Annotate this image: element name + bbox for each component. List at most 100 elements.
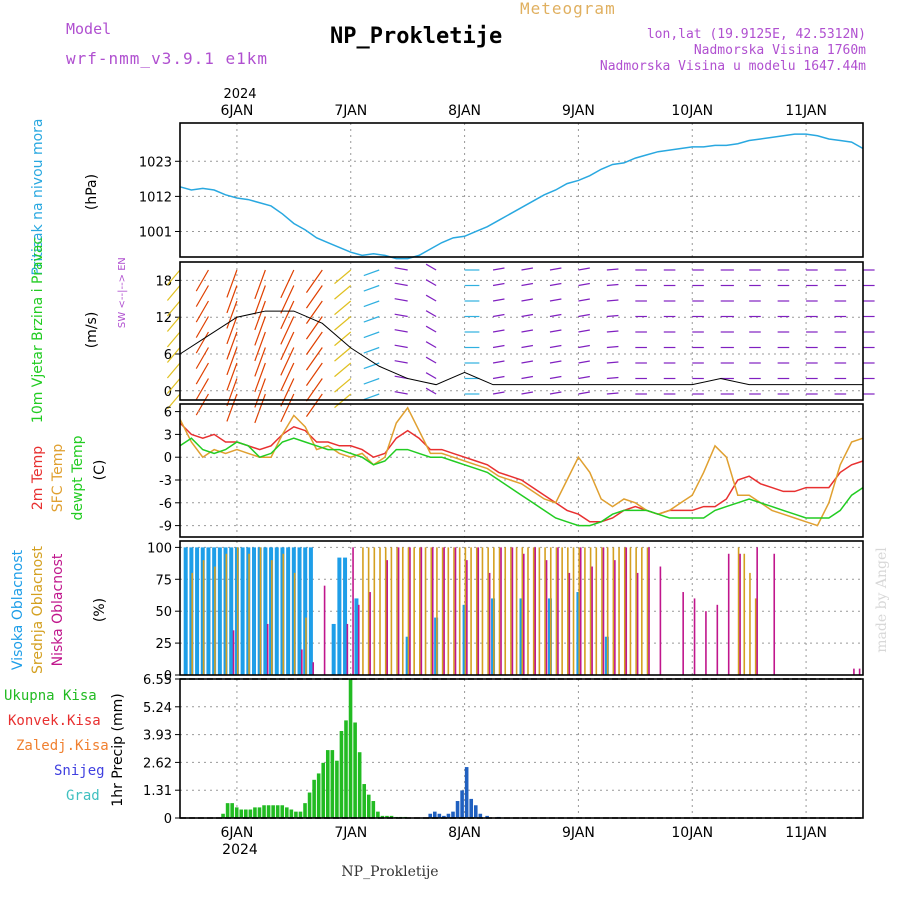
top-tick-label: 10JAN (671, 103, 713, 119)
y-tick-label: 2.62 (143, 756, 172, 771)
y-tick-label: 75 (155, 573, 172, 588)
cloud-bar-low (477, 547, 480, 675)
wind-arrow (363, 393, 380, 401)
y-tick-label: 1012 (139, 190, 172, 205)
cloud-bar-high (308, 547, 313, 675)
cloud-bar-mid (487, 547, 489, 675)
wind-arrow (226, 362, 238, 391)
cloud-bar-low (409, 547, 411, 675)
wind-arrow (254, 285, 266, 315)
cloud-bar-mid (504, 547, 507, 675)
wind-arrow (195, 300, 209, 323)
wind-arrow (334, 269, 352, 285)
precip-bar-total (225, 803, 230, 818)
y-tick-label: 25 (155, 637, 172, 652)
wind-arrow (521, 298, 534, 302)
cloud-bar-low (579, 547, 582, 675)
precip-bar-snow (469, 798, 474, 818)
top-tick-label: 9JAN (562, 103, 595, 119)
wind-arrow (254, 393, 266, 424)
wind-arrow (195, 285, 209, 307)
precip-bar-total (244, 809, 248, 818)
precip-bar-total (230, 803, 234, 818)
precip-bar-snow (464, 767, 469, 818)
wind-arrow (305, 393, 323, 417)
wind-arrow (606, 345, 619, 349)
wind-arrow (578, 391, 590, 395)
wind-arrow (226, 285, 238, 314)
y-tick-label: 50 (155, 605, 172, 620)
temp-line-t2m (179, 422, 864, 523)
cloud-bar-mid (390, 547, 393, 675)
wind-arrow (226, 269, 238, 298)
wind-arrow (578, 344, 590, 349)
cloud-bar-low (636, 572, 639, 675)
wind-arrow (226, 378, 238, 407)
wind-arrow (166, 331, 181, 348)
cloud-bar-mid (493, 547, 495, 675)
cloud-bar-low (739, 553, 741, 675)
wind-arrow (280, 285, 295, 314)
temp-ylabel-sfc: SFC Temp (50, 444, 66, 513)
precip-bar-snow (437, 813, 442, 818)
precip-bar-total (385, 815, 389, 818)
wind-arrow (305, 347, 323, 371)
y-tick-label: 18 (155, 274, 172, 289)
temp-line-sfc (179, 406, 864, 527)
y-tick-label: 100 (147, 541, 172, 556)
cloud-bar-high (251, 547, 256, 675)
cloud-bar-mid (282, 553, 285, 675)
y-tick-label: 1001 (139, 225, 172, 240)
cloud-bar-low (301, 649, 303, 675)
wind-arrow (394, 267, 408, 271)
wind-arrow (492, 344, 505, 349)
precip-bar-total (389, 815, 394, 818)
cloud-bar-low (232, 630, 235, 675)
panel-frame (179, 678, 864, 819)
precip-bar-total (330, 750, 335, 818)
cloud-bar-low (397, 547, 400, 675)
wind-arrow (492, 298, 505, 302)
wind-arrow (334, 300, 352, 316)
cloud-bar-low (716, 604, 719, 675)
wind-arrow (280, 300, 295, 330)
cloud-bar-low (773, 553, 776, 675)
y-tick-label: 6 (164, 348, 172, 363)
cloud-bar-mid (293, 572, 296, 675)
cloud-bar-low (386, 560, 388, 675)
cloud-ylabel-mid: Srednja Oblacnost (30, 546, 46, 674)
wind-arrow (280, 393, 295, 423)
cloud-bar-low (727, 553, 730, 675)
direction-west-east: W <--|--> E (117, 264, 128, 321)
precip-bar-snow (473, 805, 478, 818)
wind-arrow (226, 393, 238, 422)
wind-arrow (492, 391, 505, 395)
cloud-bar-mid (202, 560, 205, 675)
wind-arrow (425, 310, 437, 318)
panel-clouds: 100 75 50 25 0 (147, 541, 863, 684)
wind-arrow (549, 360, 562, 364)
wind-arrow (195, 347, 209, 369)
wind-arrow (280, 378, 295, 407)
cloud-bar-mid (458, 547, 461, 675)
cloud-bar-mid (436, 547, 438, 675)
cloud-bar-mid (532, 547, 535, 675)
precip-bar-total (298, 811, 303, 818)
wind-arrow (521, 313, 534, 318)
wind-arrow (549, 282, 562, 287)
precip-bar-total (271, 805, 275, 818)
precip-bar-snow (455, 801, 460, 818)
wind-arrow (521, 329, 534, 333)
wind-arrow (578, 360, 590, 364)
wind-arrow (226, 331, 238, 360)
cloud-bar-mid (401, 547, 404, 675)
bottom-tick-label: 6JAN (220, 825, 253, 841)
wind-arrow (363, 269, 380, 277)
wind-arrow (578, 267, 590, 271)
top-tick-label: 6JAN (220, 103, 253, 119)
wind-arrow (280, 316, 295, 345)
wind-arrow (549, 375, 562, 380)
precip-bar-total (335, 760, 339, 818)
cloud-bar-mid (618, 547, 620, 675)
bottom-tick-label: 7JAN (334, 825, 367, 841)
